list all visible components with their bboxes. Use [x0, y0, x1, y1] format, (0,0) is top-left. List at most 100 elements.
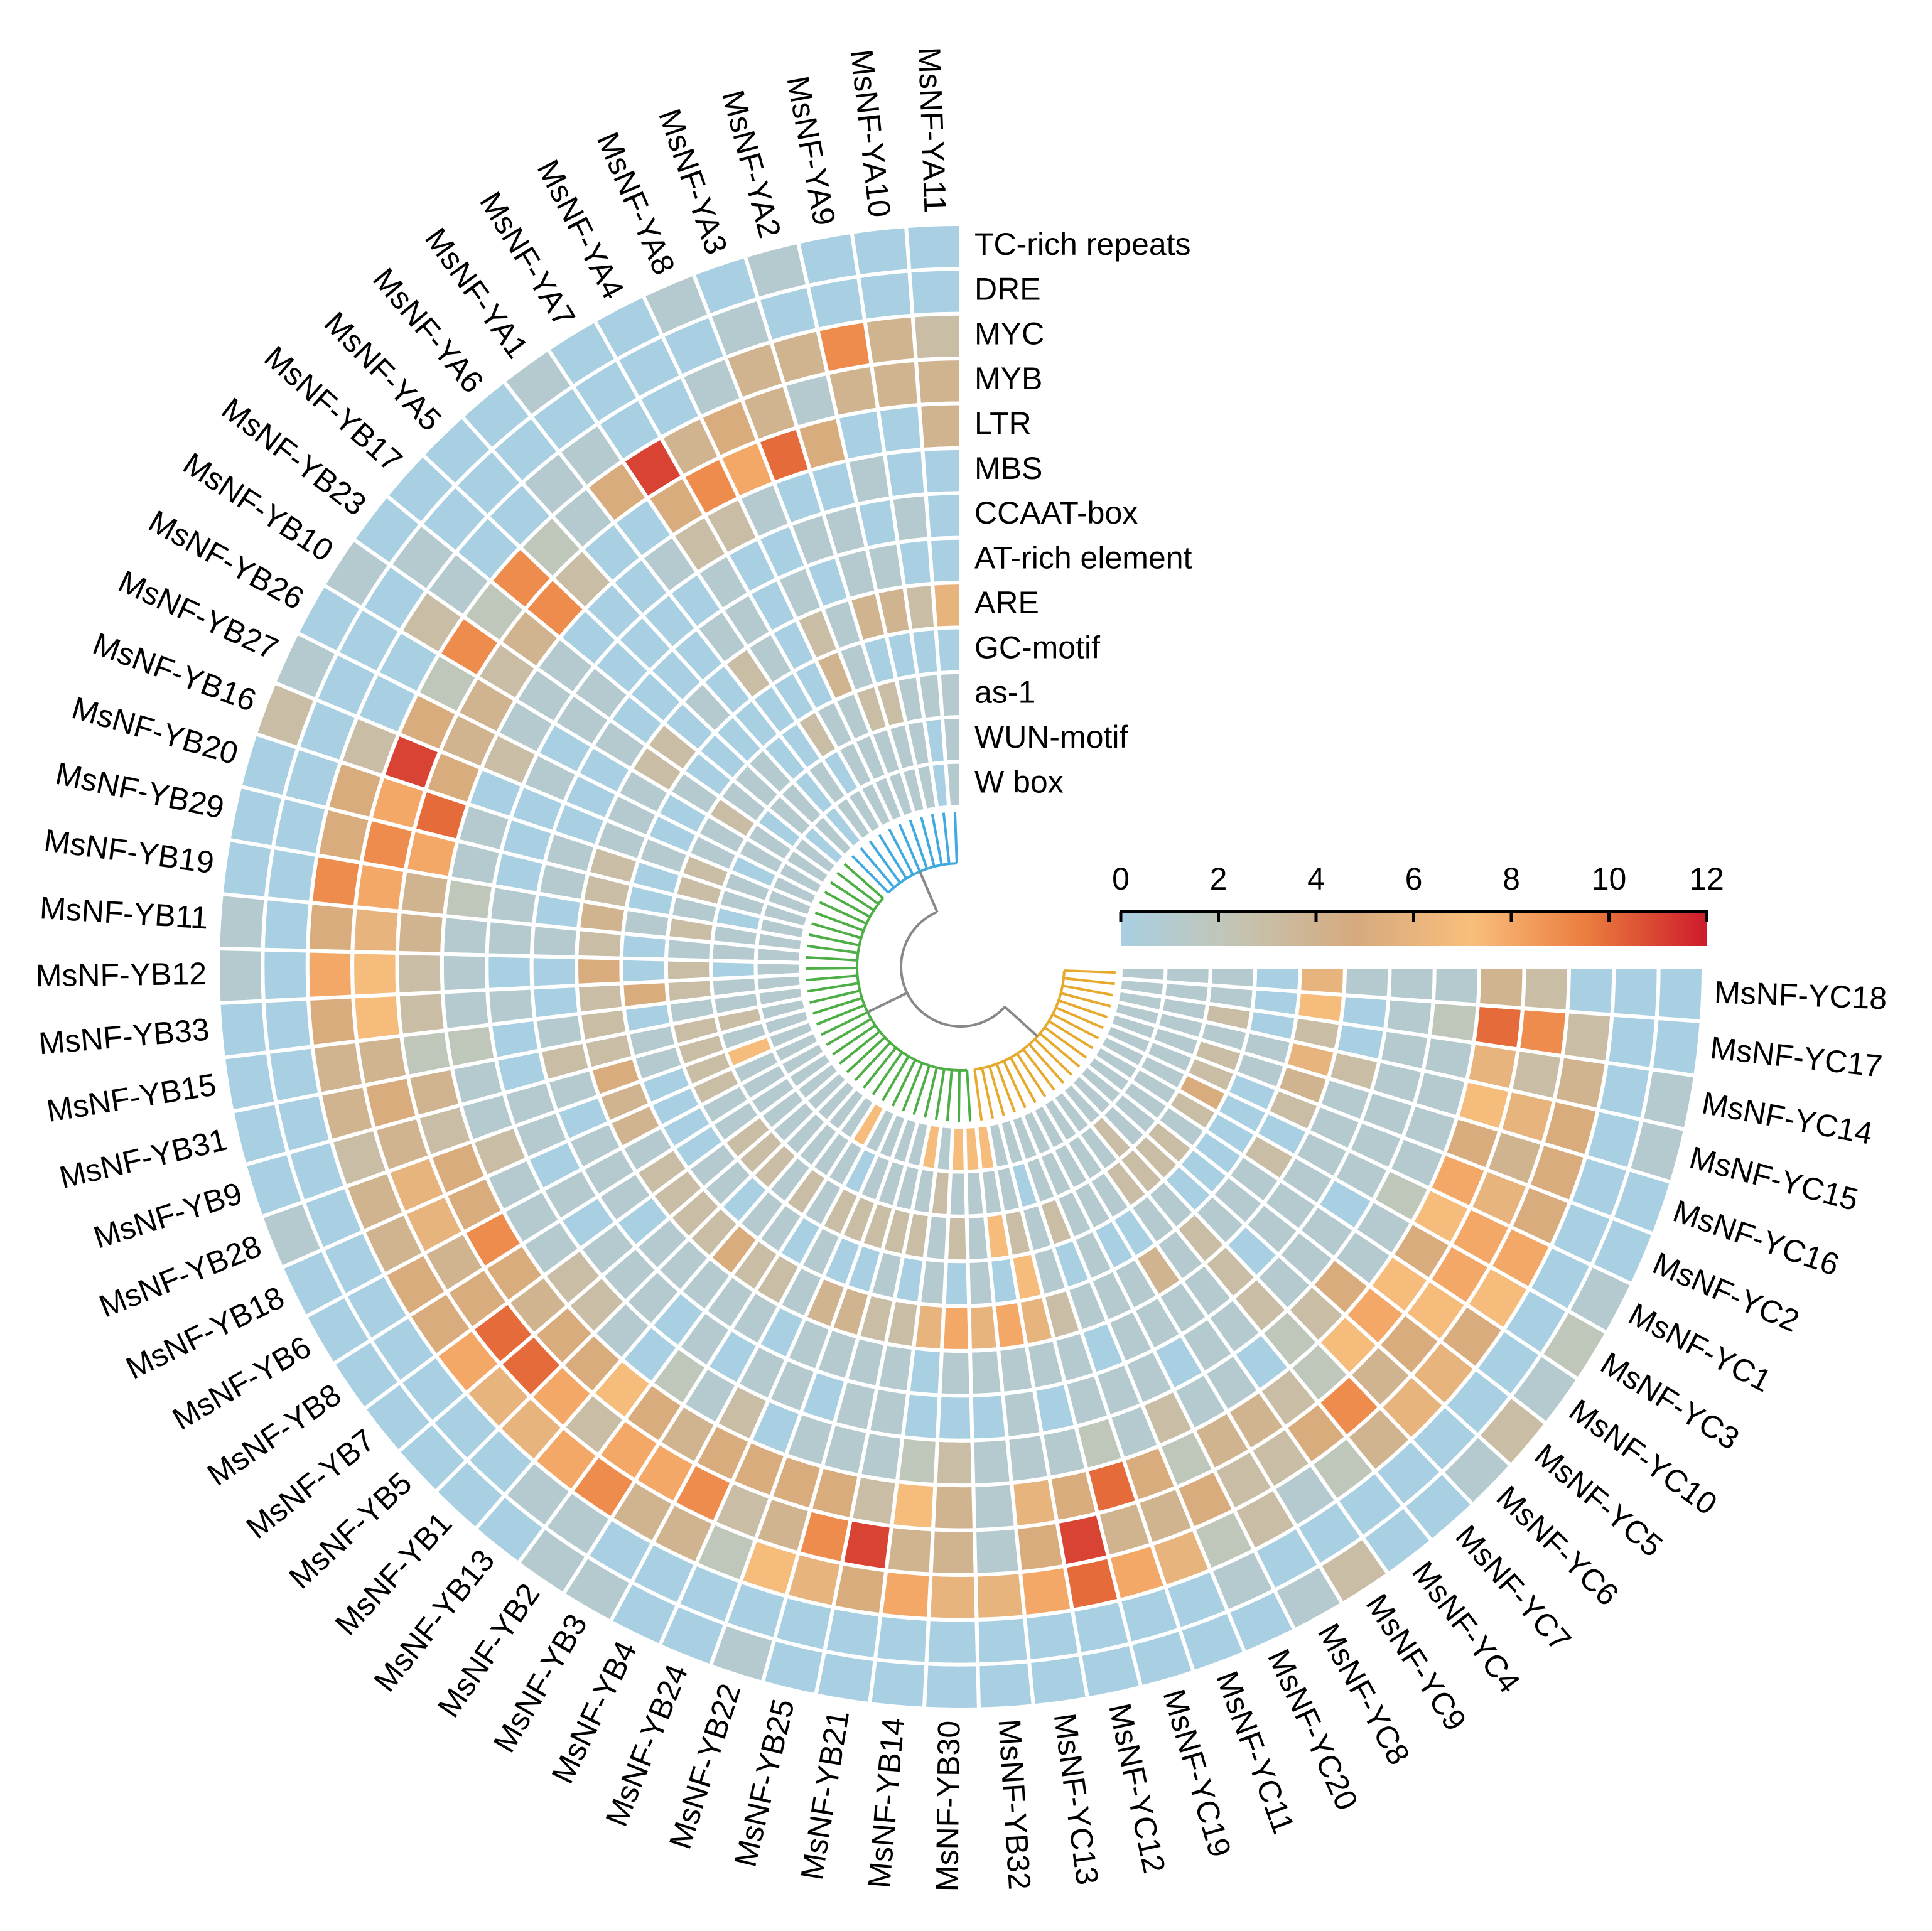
tree-branch — [825, 892, 863, 913]
heatmap-cell — [914, 1303, 944, 1350]
tree-branch — [910, 820, 920, 847]
heatmap-cell — [218, 949, 264, 1003]
heatmap-cell — [666, 938, 712, 960]
colorbar-tick-label: 12 — [1689, 861, 1724, 896]
heatmap-cell — [931, 1529, 975, 1574]
tree-branch — [1004, 1061, 1013, 1082]
heatmap-cell — [1388, 967, 1434, 1002]
heatmap-cell — [946, 1216, 968, 1261]
heatmap-cell — [978, 1661, 1033, 1709]
tree-branch — [843, 976, 858, 977]
heatmap-cell — [352, 952, 397, 996]
tree-branch — [969, 1100, 970, 1122]
heatmap-cell — [1120, 967, 1165, 982]
heatmap-cell — [1433, 967, 1479, 1005]
heatmap-cell — [976, 1572, 1025, 1620]
tree-branch — [1013, 1082, 1025, 1108]
heatmap-cell — [842, 1519, 892, 1570]
heatmap-cell — [973, 1483, 1016, 1530]
element-label: CCAAT-box — [974, 495, 1138, 530]
tree-branch — [1059, 1018, 1098, 1038]
tree-branch — [806, 968, 857, 969]
gene-label: MsNF-YA9 — [780, 73, 842, 229]
heatmap-cell — [926, 1619, 978, 1665]
heatmap-cell — [929, 1574, 977, 1620]
tree-branch — [831, 882, 848, 894]
element-label: GC-motif — [974, 630, 1100, 665]
element-label: LTR — [974, 406, 1032, 441]
heatmap-cell — [942, 1306, 970, 1351]
heatmap-cell — [851, 1475, 897, 1526]
tree-branch — [914, 1094, 920, 1114]
heatmap-cell — [916, 358, 961, 405]
tree-branch — [947, 849, 949, 864]
heatmap-cell — [1518, 1008, 1567, 1056]
heatmap-cell — [1341, 995, 1388, 1030]
heatmap-cell — [308, 950, 353, 999]
gene-label: MsNF-YC13 — [1047, 1711, 1106, 1887]
heatmap-cell — [487, 955, 532, 990]
heatmap-cell — [933, 1485, 974, 1530]
tree-branch — [947, 1070, 952, 1121]
heatmap-cell — [532, 925, 578, 957]
heatmap-cell — [266, 847, 317, 903]
colorbar-tick-label: 8 — [1503, 861, 1520, 896]
heatmap-cell — [622, 933, 667, 959]
tree-branch — [855, 1053, 880, 1080]
tree-branch — [1077, 1016, 1103, 1028]
tree-branch — [877, 1048, 896, 1071]
heatmap-cell — [906, 224, 961, 271]
tree-branch — [936, 836, 942, 865]
element-label: MYB — [974, 361, 1042, 396]
tree-branch — [1034, 1050, 1063, 1083]
tree-branch — [1092, 991, 1113, 995]
gene-label: MsNF-YB12 — [35, 956, 207, 993]
heatmap-cell — [1299, 967, 1345, 995]
element-label: as-1 — [974, 675, 1035, 710]
gene-label: MsNF-YC12 — [1102, 1700, 1172, 1876]
tree-branch — [955, 812, 957, 863]
heatmap-cell — [1607, 1015, 1657, 1070]
tree-branch — [868, 993, 907, 1013]
tree-branch — [925, 1075, 935, 1117]
gene-label: MsNF-YB29 — [53, 756, 227, 826]
heatmap-cell — [355, 863, 406, 912]
heatmap-cell — [908, 1348, 942, 1395]
gene-label: MsNF-YC14 — [1699, 1085, 1875, 1151]
tree-branch — [806, 977, 843, 980]
tree-branch — [1056, 1008, 1077, 1016]
heatmap-cell — [353, 994, 401, 1041]
tree-branch — [1074, 1037, 1093, 1048]
tree-branch — [866, 895, 878, 905]
tree-branch — [1087, 971, 1116, 972]
heatmap-cell — [1430, 1002, 1478, 1043]
heatmap-cell — [974, 1527, 1020, 1574]
heatmap-cell — [922, 448, 961, 494]
heatmap-cell — [1255, 967, 1300, 992]
heatmap-cell — [218, 894, 266, 950]
heatmap-cell — [1657, 967, 1703, 1021]
heatmap-cell — [442, 916, 489, 955]
heatmap-cell — [398, 992, 446, 1036]
heatmap-cell — [935, 1440, 973, 1485]
heatmap-cell — [1562, 1011, 1612, 1062]
tree-branch — [1042, 1073, 1055, 1090]
gene-label: MsNF-YC18 — [1713, 974, 1887, 1016]
tree-branch — [1017, 1053, 1025, 1066]
gene-label: MsNF-YA2 — [715, 87, 788, 242]
gene-label: MsNF-YB33 — [37, 1011, 210, 1061]
heatmap-cell — [860, 1431, 903, 1482]
heatmap-cell — [397, 953, 443, 994]
heatmap-cell — [912, 314, 961, 360]
heatmap-cell — [532, 956, 577, 987]
heatmap-cell — [875, 1615, 929, 1664]
gene-label: MsNF-YB25 — [728, 1696, 801, 1870]
tree-branch — [1071, 979, 1115, 984]
tree-branch — [941, 1069, 944, 1092]
tree-branch — [967, 1070, 969, 1100]
tree-arc — [857, 898, 967, 1070]
tree-branch — [1076, 997, 1111, 1006]
heatmap-cell — [263, 898, 311, 950]
colorbar-tick-label: 0 — [1112, 861, 1130, 896]
